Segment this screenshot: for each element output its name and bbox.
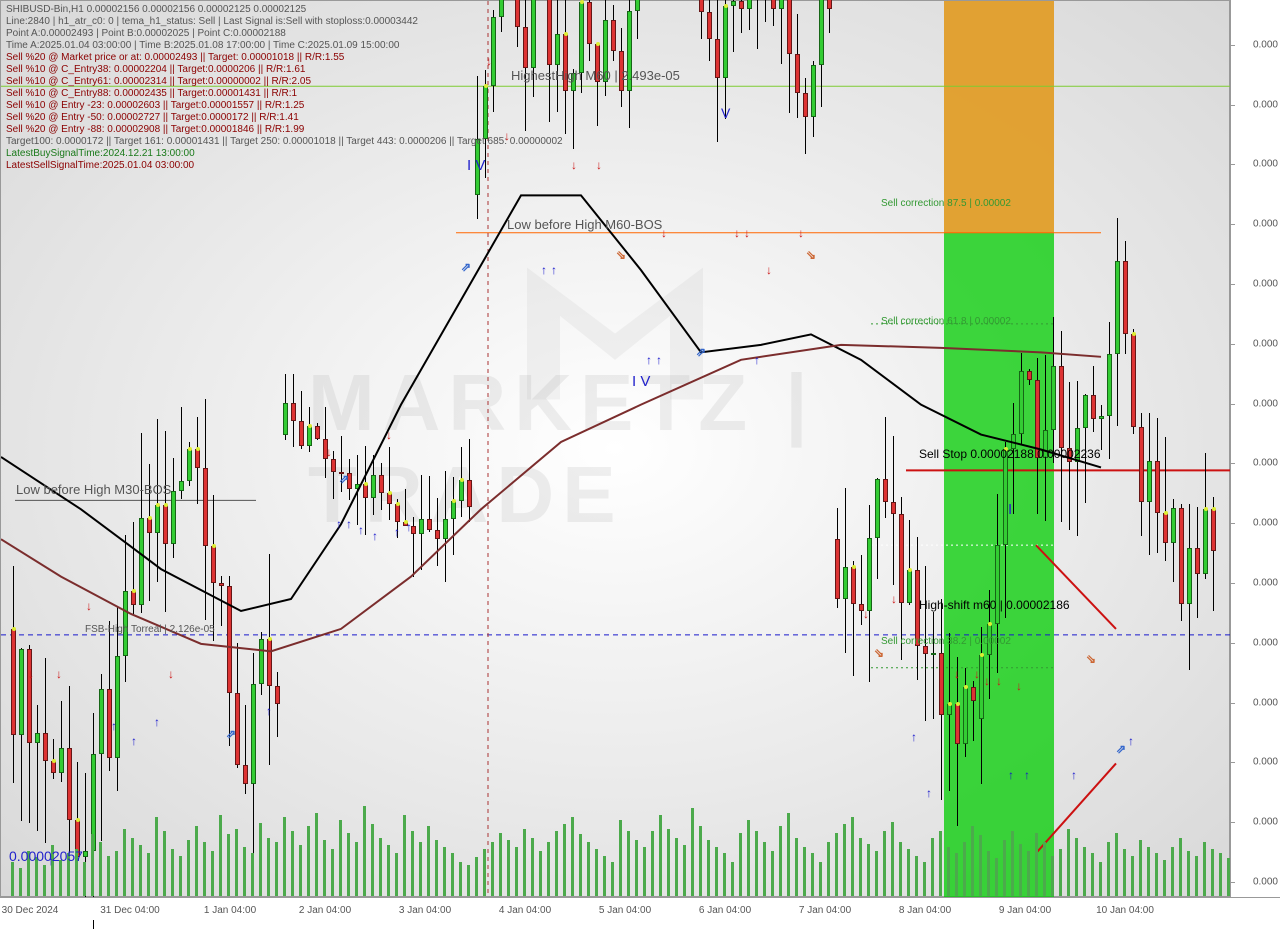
arrow-up: ↑ — [266, 704, 272, 718]
x-tick-label: 30 Dec 2024 — [2, 905, 59, 916]
arrow-down: ↓ — [863, 607, 869, 621]
arrow-up: ↑ — [911, 730, 917, 744]
watermark-text: MARKETZ | TRADE — [308, 357, 922, 541]
chart-annotation: FSB-High Torreal | 2.126e-05 — [85, 624, 215, 635]
x-tick-label: 3 Jan 04:00 — [399, 905, 451, 916]
arrow-down-open: ⇘ — [616, 248, 626, 262]
y-tick-label: 0.000 — [1253, 518, 1278, 529]
y-tick-label: 0.000 — [1253, 757, 1278, 768]
ma-black — [1, 195, 1101, 611]
chart-annotation: High-shift m60 | 0.00002186 — [919, 598, 1070, 612]
arrow-up: ↑ — [406, 520, 412, 534]
arrow-up: ↑ — [926, 786, 932, 800]
y-tick-label: 0.000 — [1253, 159, 1278, 170]
chart-annotation: Low before High M30-BOS — [16, 482, 171, 497]
arrow-up: ↑ — [1128, 734, 1134, 748]
x-tick-label: 31 Dec 04:00 — [100, 905, 160, 916]
arrow-up: ↑ — [154, 715, 160, 729]
chart-annotation: HighestHigh M60 | 2.493e-05 — [511, 68, 680, 83]
chart-annotation: Sell correction 38.2 | 0.00002 — [881, 636, 1011, 647]
arrow-down: ↓ — [984, 674, 990, 688]
chart-annotation: Low before High M60-BOS — [507, 217, 662, 232]
arrow-down: ↓ — [168, 667, 174, 681]
chart-annotation: I V — [467, 157, 485, 174]
chart-annotation: Sell correction 87.5 | 0.00002 — [881, 198, 1011, 209]
arrow-down: ↓ — [28, 667, 34, 681]
arrow-up-open: ⇗ — [339, 472, 349, 486]
arrow-down: ↓ — [486, 54, 492, 68]
arrow-down: ↓ — [744, 226, 750, 240]
y-tick-label: 0.000 — [1253, 99, 1278, 110]
arrow-up-open: ⇗ — [1116, 742, 1126, 756]
y-tick-label: 0.000 — [1253, 279, 1278, 290]
x-tick-label: 5 Jan 04:00 — [599, 905, 651, 916]
arrow-up: ↑ — [1008, 768, 1014, 782]
x-axis: 30 Dec 2024 31 Dec 04:00 1 Jan 04:00 2 Jan … — [0, 897, 1280, 920]
arrow-up: ↑ — [541, 263, 547, 277]
arrow-down: ↓ — [766, 263, 772, 277]
arrow-down: ↓ — [56, 667, 62, 681]
arrow-down: ↓ — [386, 428, 392, 442]
arrow-up: ↑ — [656, 353, 662, 367]
arrow-up: ↑ — [358, 523, 364, 537]
arrow-down-open: ⇘ — [806, 248, 816, 262]
arrow-up: ↑ — [394, 525, 400, 539]
arrow-down-open: ⇘ — [874, 646, 884, 660]
arrow-down: ↓ — [596, 158, 602, 172]
arrow-up-open: ⇗ — [696, 345, 706, 359]
arrow-down-open: ⇘ — [1086, 652, 1096, 666]
arrow-down: ↓ — [996, 674, 1002, 688]
x-tick-label: 4 Jan 04:00 — [499, 905, 551, 916]
chart-area[interactable]: MARKETZ | TRADE ↑↓↓↓↑↑↑↓⇗↑↓↑↑↑↑⇗↓↑↑⇗↓↓↑↑… — [0, 0, 1230, 897]
y-tick-label: 0.000 — [1253, 578, 1278, 589]
arrow-down: ↓ — [326, 445, 332, 459]
x-tick-label: 8 Jan 04:00 — [899, 905, 951, 916]
y-tick-label: 0.000 — [1253, 398, 1278, 409]
chart-annotation: I — [1008, 501, 1012, 518]
arrow-down: ↓ — [86, 599, 92, 613]
y-tick-label: 0.000 — [1253, 39, 1278, 50]
y-tick-label: 0.000 — [1253, 338, 1278, 349]
arrow-up: ↑ — [646, 353, 652, 367]
arrow-up: ↑ — [131, 734, 137, 748]
chart-annotation: Sell Stop 0.00002188 0.00002236 — [919, 447, 1101, 461]
y-tick-label: 0.000 — [1253, 219, 1278, 230]
arrow-up-open: ⇗ — [226, 727, 236, 741]
x-tick-label: 6 Jan 04:00 — [699, 905, 751, 916]
x-tick-label: 7 Jan 04:00 — [799, 905, 851, 916]
y-tick-label: 0.000 — [1253, 637, 1278, 648]
x-tick-label: 1 Jan 04:00 — [204, 905, 256, 916]
x-tick-label: 2 Jan 04:00 — [299, 905, 351, 916]
arrow-up-open: ⇗ — [461, 260, 471, 274]
corner-price-label: 0.00002057 — [9, 848, 83, 864]
arrow-up: ↑ — [754, 353, 760, 367]
arrow-down: ↓ — [954, 667, 960, 681]
arrow-down: ↓ — [734, 226, 740, 240]
watermark-logo — [505, 202, 725, 427]
arrow-up: ↑ — [1071, 768, 1077, 782]
arrow-up: ↑ — [346, 517, 352, 531]
arrow-up: ↑ — [551, 263, 557, 277]
x-tick-label: 9 Jan 04:00 — [999, 905, 1051, 916]
arrow-up: ↑ — [336, 517, 342, 531]
arrow-down: ↓ — [1016, 679, 1022, 693]
y-tick-label: 0.000 — [1253, 697, 1278, 708]
chart-annotation: V — [721, 105, 730, 121]
arrow-up: ↑ — [372, 529, 378, 543]
arrow-down: ↓ — [571, 158, 577, 172]
y-axis: 0.000 0.000 0.000 0.000 0.000 0.000 0.000 0.000… — [1230, 0, 1280, 897]
arrow-down: ↓ — [798, 226, 804, 240]
y-tick-label: 0.000 — [1253, 458, 1278, 469]
y-tick-label: 0.000 — [1253, 817, 1278, 828]
arrow-down: ↓ — [974, 667, 980, 681]
arrow-up: ↑ — [111, 719, 117, 733]
info-line: LatestSellSignalTime:2025.01.04 03:00:00 — [6, 159, 194, 172]
arrow-down: ↓ — [891, 592, 897, 606]
chart-annotation: I V — [632, 373, 650, 390]
y-tick-label: 0.000 — [1253, 877, 1278, 888]
x-tick-label: 10 Jan 04:00 — [1096, 905, 1154, 916]
arrow-up: ↑ — [1024, 768, 1030, 782]
chart-annotation: Sell correction 61.8 | 0.00002 — [881, 316, 1011, 327]
